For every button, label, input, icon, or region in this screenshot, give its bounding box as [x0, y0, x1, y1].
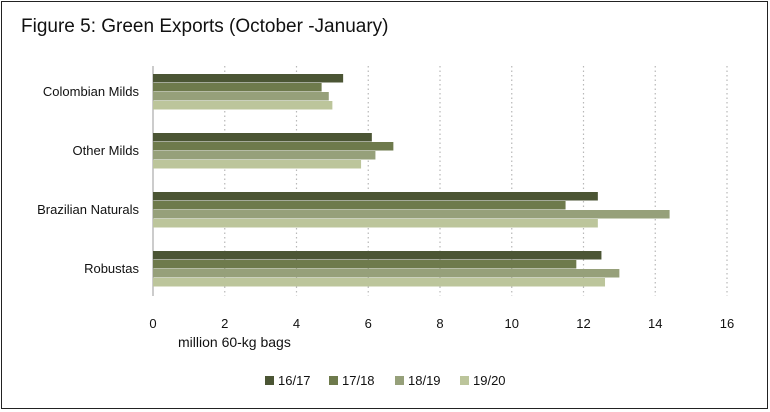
bar-brazilian-naturals-18-19 [153, 210, 670, 219]
bar-robustas-18-19 [153, 269, 620, 278]
x-tick-label: 8 [436, 316, 443, 331]
bar-colombian-milds-19-20 [153, 101, 333, 110]
legend-label: 17/18 [342, 373, 375, 388]
legend-swatch [265, 376, 274, 385]
bar-brazilian-naturals-19-20 [153, 219, 598, 228]
legend-label: 18/19 [408, 373, 441, 388]
x-tick-label: 16 [720, 316, 734, 331]
bar-colombian-milds-18-19 [153, 92, 329, 101]
x-tick-label: 2 [221, 316, 228, 331]
category-label: Colombian Milds [43, 84, 140, 99]
bar-other-milds-18-19 [153, 151, 376, 160]
x-tick-label: 14 [648, 316, 662, 331]
category-label: Brazilian Naturals [37, 202, 139, 217]
x-tick-label: 12 [576, 316, 590, 331]
x-axis-title: million 60-kg bags [178, 334, 291, 350]
bar-chart: Colombian Milds Other Milds Brazilian Natu… [37, 66, 734, 388]
bar-robustas-16-17 [153, 251, 602, 260]
category-label: Other Milds [73, 143, 140, 158]
bar-other-milds-19-20 [153, 160, 362, 169]
legend-swatch [329, 376, 338, 385]
legend-swatch [395, 376, 404, 385]
x-tick-label: 0 [149, 316, 156, 331]
legend-label: 16/17 [278, 373, 311, 388]
x-tick-label: 6 [365, 316, 372, 331]
x-tick-label: 10 [505, 316, 519, 331]
bar-colombian-milds-17-18 [153, 83, 322, 92]
x-tick-label: 4 [293, 316, 300, 331]
bar-brazilian-naturals-16-17 [153, 192, 598, 201]
bar-robustas-19-20 [153, 278, 606, 287]
bar-colombian-milds-16-17 [153, 74, 344, 83]
bar-robustas-17-18 [153, 260, 577, 269]
bar-other-milds-16-17 [153, 133, 372, 142]
chart-title: Figure 5: Green Exports (October -Januar… [21, 16, 389, 37]
category-label: Robustas [84, 261, 139, 276]
legend-swatch [460, 376, 469, 385]
legend-label: 19/20 [473, 373, 506, 388]
bar-other-milds-17-18 [153, 142, 394, 151]
bar-brazilian-naturals-17-18 [153, 201, 566, 210]
